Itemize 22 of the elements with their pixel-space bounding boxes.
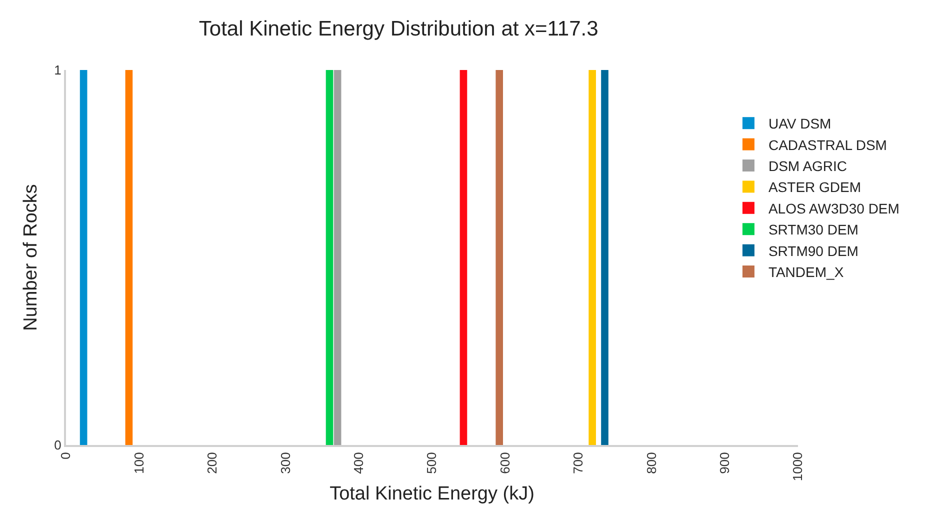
x-tick-label: 500 [424,452,440,474]
x-tick-label: 100 [131,452,146,474]
x-tick-label: 400 [351,452,366,474]
chart-title: Total Kinetic Energy Distribution at x=117.3 [198,18,598,41]
x-tick-label: 900 [717,452,732,474]
x-tick-label: 600 [497,452,512,474]
legend-label: CADASTRAL DSM [768,136,887,153]
x-axis-title: Total Kinetic Energy (kJ) [330,483,534,504]
x-tick-label: 200 [204,452,220,474]
legend-label: SRTM30 DEM [768,222,858,238]
legend-label: UAV DSM [768,116,832,132]
y-tick-label: 1 [54,62,62,78]
x-tick-label: 300 [278,452,293,474]
legend-label: DSM AGRIC [768,158,848,174]
legend-label: ASTER GDEM [768,179,862,196]
x-tick-label: 800 [644,452,659,474]
y-axis-title: Number of Rocks [20,184,42,331]
legend-label: SRTM90 DEM [768,242,858,259]
x-tick-label: 700 [570,452,586,474]
legend-label: TANDEM_X [768,264,844,280]
legend-label: ALOS AW3D30 DEM [768,200,900,216]
x-tick-label: 1000 [790,452,806,482]
